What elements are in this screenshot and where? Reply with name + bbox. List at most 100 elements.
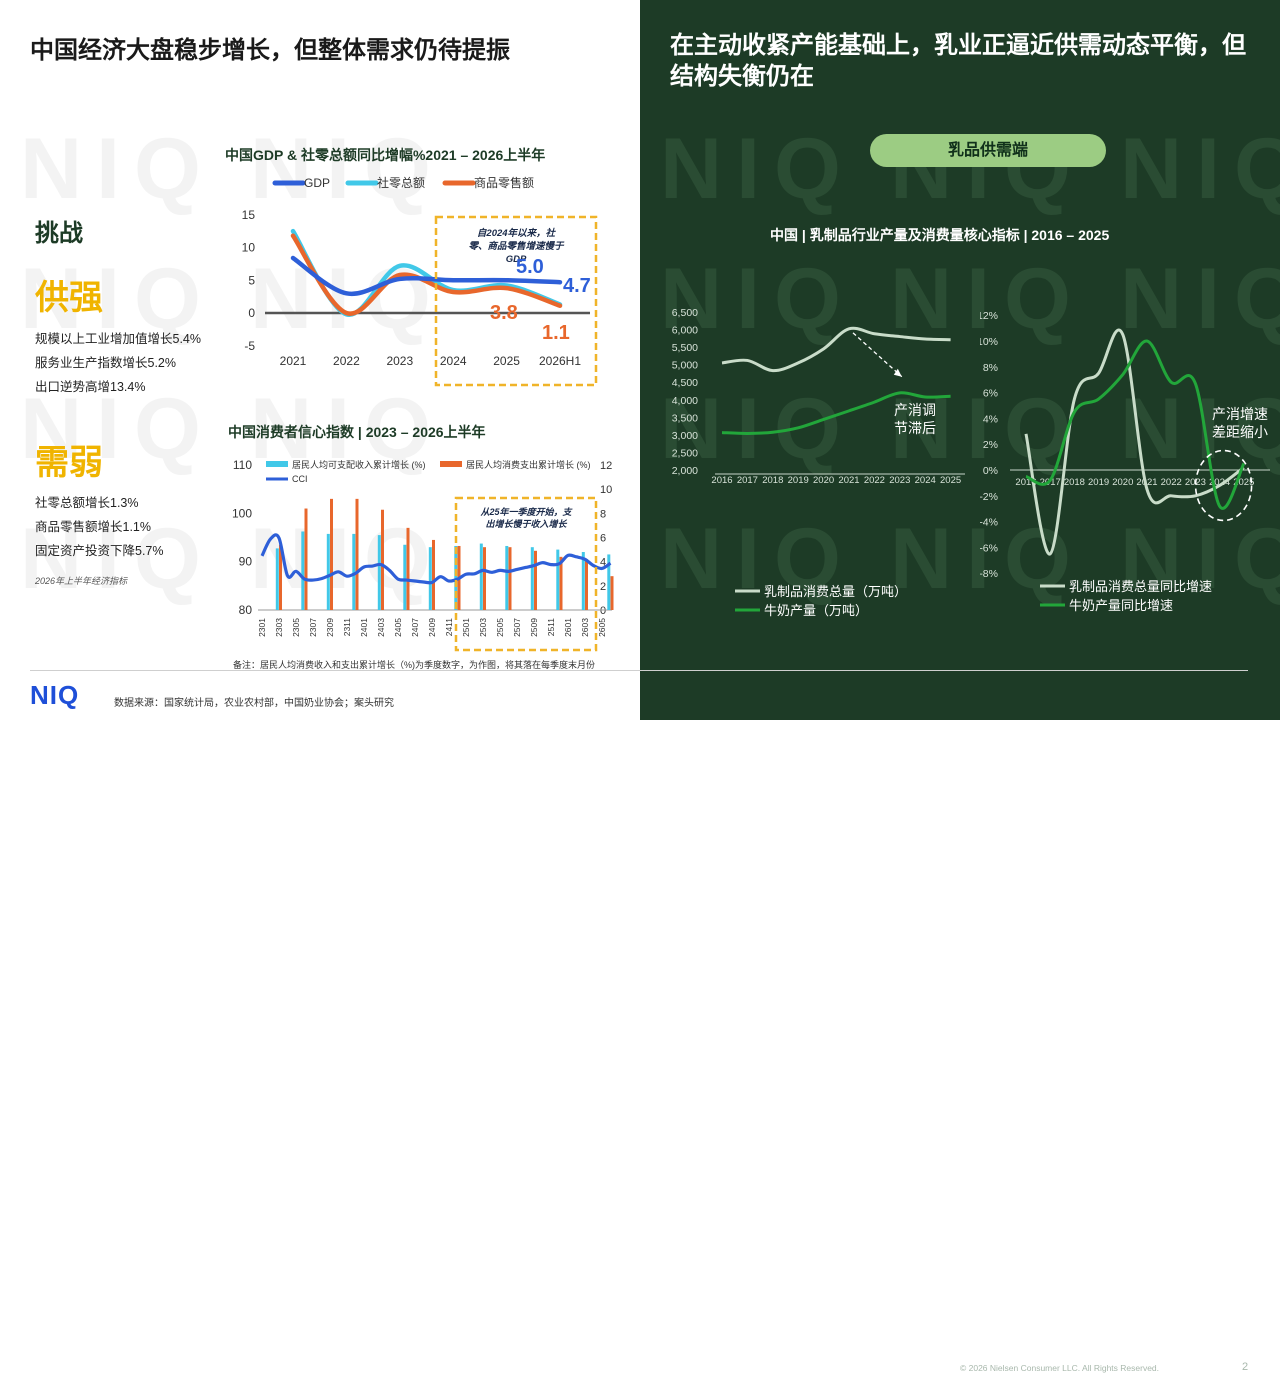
dairy-chart-title: 中国 | 乳制品行业产量及消费量核心指标 | 2016 – 2025 [770,227,1110,243]
x-tick-label: 2023 [889,475,910,486]
series-line [721,391,951,435]
highlight-box [454,496,598,652]
y-tick-label: 110 [233,458,252,472]
x-tick-label: 2501 [461,618,471,637]
bar-spending [355,498,359,610]
bar-income [352,533,356,610]
y-tick-label: 100 [232,506,252,520]
x-tick-label: 2505 [495,618,505,637]
bar-spending [432,539,435,610]
bar-spending [559,556,563,610]
x-tick-label: 2024 [1209,477,1230,488]
legend-label: 乳制品消费总量同比增速 [1069,579,1212,594]
dairy-growth-chart: 12%10%8%6%4%2%0%-2%-4%-6%-8%201620172018… [980,310,1270,613]
y-tick-label: 4,000 [672,395,698,407]
legend-label: 牛奶产量同比增速 [1069,598,1173,613]
y-tick-label: -2% [980,491,998,503]
y-tick-label: 0% [983,465,998,477]
bar-income [301,531,305,610]
bar-spending [330,498,333,610]
x-tick-label: 2016 [711,475,732,486]
gdp-chart-title: 中国GDP & 社零总额同比增幅%2021 – 2026上半年 [225,147,546,163]
x-tick-label: 2601 [563,618,573,637]
x-tick-label: 2511 [546,618,556,637]
x-tick-label: 2025 [493,354,520,368]
bar-income [454,545,458,610]
y-tick-label: 3,000 [672,430,698,442]
bar-income [275,548,279,610]
legend-label: 商品零售额 [474,175,534,190]
y-tick-label: 4% [983,413,998,425]
y-tick-label: 10% [980,336,998,348]
bar-income [556,549,560,610]
highlight-box [434,215,598,387]
series-line [1024,328,1245,556]
x-tick-label: 2021 [280,354,307,368]
y-tick-label: 2,500 [672,447,698,459]
page-title-left: 中国经济大盘稳步增长，但整体需求仍待提振 [30,37,510,64]
y-tick-label: 15 [242,208,256,222]
x-tick-label: 2507 [512,618,522,637]
cci-chart: 居民人均可支配收入累计增长 (%) 居民人均消费支出累计增长 (%) CCI 110 1… [232,458,614,652]
x-tick-label: 2307 [308,618,318,637]
legend-swatch [266,461,288,467]
legend-swatch [440,461,462,467]
annotation-text: 产消调节滞后 [894,402,936,436]
bar-income [479,543,483,610]
bar-income [428,547,432,610]
legend-label: 乳制品消费总量（万吨） [764,584,907,599]
weak-note: 2026年上半年经济指标 [35,576,128,586]
x-tick-label: 2605 [597,618,607,637]
bar-spending [381,509,384,610]
strong-item: 规模以上工业增加值增长5.4% [35,332,201,346]
right-footer: © 2026 Nielsen Consumer LLC. All Rights … [640,671,1280,1373]
x-tick-label: 2305 [291,618,301,637]
y-tick-label-right: 4 [600,557,606,569]
bar-spending [279,544,282,610]
y-tick-label: 90 [239,555,253,569]
x-tick-label: 2503 [478,618,488,637]
footer-divider [30,670,1248,671]
weak-item: 社零总额增长1.3% [35,496,139,510]
series-line [290,255,563,297]
x-tick-label: 2411 [444,618,454,637]
y-tick-label: 3,500 [672,412,698,424]
y-tick-label-right: 6 [600,533,606,545]
bar-income [530,547,534,610]
x-tick-label: 2023 [386,354,413,368]
y-tick-label: 6,500 [672,307,698,319]
legend-label: 牛奶产量（万吨） [764,603,868,618]
y-tick-label: 6,000 [672,325,698,337]
cci-chart-note: 备注：居民人均消费收入和支出累计增长（%)为季度数字，为作图，将其落在每季度末月… [233,660,596,670]
y-tick-label: 5,500 [672,342,698,354]
dairy-volume-chart: 6,500 6,000 5,500 5,000 4,500 4,000 3,500 3,000… [672,307,965,618]
y-tick-label: -5 [244,339,255,353]
data-source: 数据来源：国家统计局，农业农村部，中国奶业协会；案头研究 [114,698,394,709]
y-tick-label: 2% [983,439,998,451]
watermark: NIQ [1120,121,1280,217]
x-tick-label: 2401 [359,618,369,637]
x-tick-label: 2025 [940,475,961,486]
x-tick-label: 2022 [1161,477,1182,488]
series-line [290,233,563,316]
x-tick-label: 2024 [915,475,936,486]
bar-income [505,545,509,610]
y-tick-label: -4% [980,517,998,529]
x-tick-label: 2026H1 [539,354,581,368]
y-tick-label: 10 [242,241,256,255]
gdp-chart: GDP 社零总额 商品零售额 15 10 5 0 -5 2021 2022 2023 2024 2025… [242,175,598,387]
y-tick-label: 6% [983,388,998,400]
legend-label: 社零总额 [377,175,425,190]
bar-spending [585,559,588,610]
x-tick-label: 2309 [325,618,335,637]
y-tick-label: -6% [980,542,998,554]
annotation-text: 自2024年以来，社零、商品零售增速慢于 GDP [468,227,565,265]
y-tick-label: 12% [980,310,998,322]
x-tick-label: 2407 [410,618,420,637]
x-tick-label: 2303 [274,618,284,637]
data-label: 1.1 [542,322,570,344]
x-tick-label: 2301 [257,618,267,637]
weak-item: 固定资产投资下降5.7% [35,544,164,558]
watermark: NIQ [20,121,215,217]
cci-line [260,533,612,585]
